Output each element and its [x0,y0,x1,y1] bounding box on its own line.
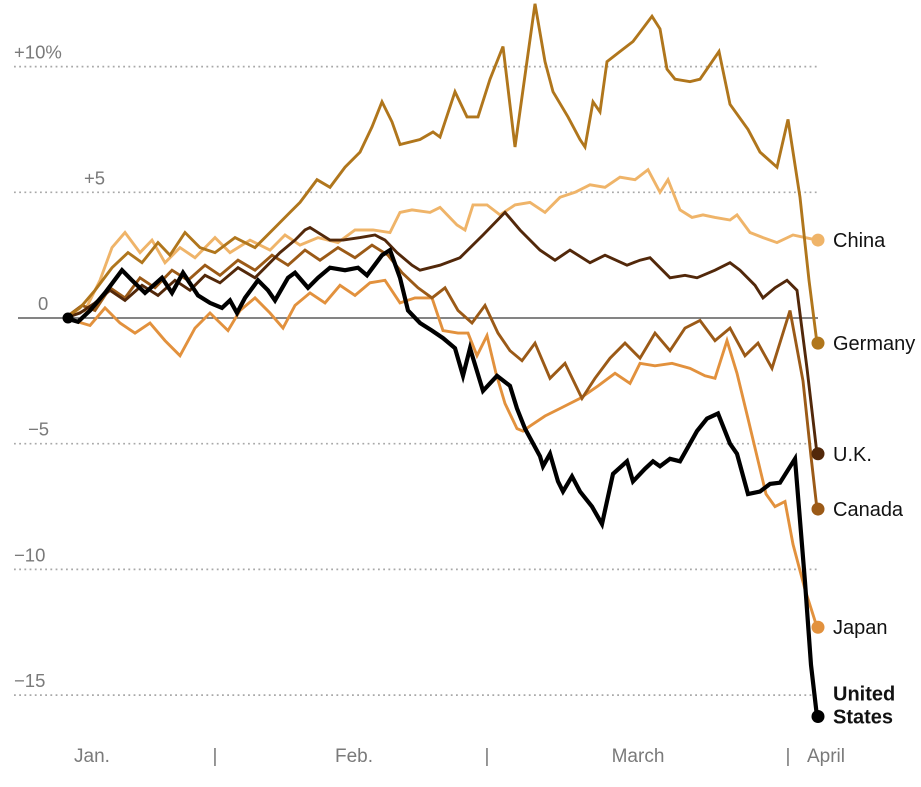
x-axis-label-Feb: Feb. [335,746,373,767]
series-end-dot-china [811,233,825,247]
y-axis-label-5: +5 [84,167,105,188]
y-axis-label-10: +10% [14,42,62,63]
series-line-germany [64,3,819,344]
y-axis-label--5: −5 [28,419,49,440]
series-label-china: China [833,230,886,252]
x-axis-label-April: April [807,746,845,767]
x-axis-label-: | [213,746,218,767]
series-label-canada: Canada [833,499,904,521]
series-label-u-k-: U.K. [833,444,872,466]
series-end-dot-united-states [811,709,825,723]
x-axis-label-: | [786,746,791,767]
x-axis-label-Jan: Jan. [74,746,110,767]
x-axis-label-: | [485,746,490,767]
series-line-united-states [64,246,820,717]
series-end-dot-u-k- [811,447,825,461]
series-end-dot-germany [811,336,825,350]
series-start-dot [62,312,74,324]
series-end-dot-canada [811,502,825,516]
x-axis-label-March: March [612,746,665,767]
series-end-dot-japan [811,620,825,634]
series-label-japan: Japan [833,617,888,639]
series-line-china [64,167,818,320]
series-label-germany: Germany [833,333,915,355]
y-axis-label--15: −15 [14,670,45,691]
series-label-united-states-line2: States [833,706,893,728]
series-label-united-states-line1: United [833,683,895,705]
series-line-japan [64,278,819,628]
series-line-canada [64,243,819,510]
y-axis-label--10: −10 [14,544,45,565]
y-axis-label-0: 0 [38,293,48,314]
series-line-u-k- [64,210,819,454]
